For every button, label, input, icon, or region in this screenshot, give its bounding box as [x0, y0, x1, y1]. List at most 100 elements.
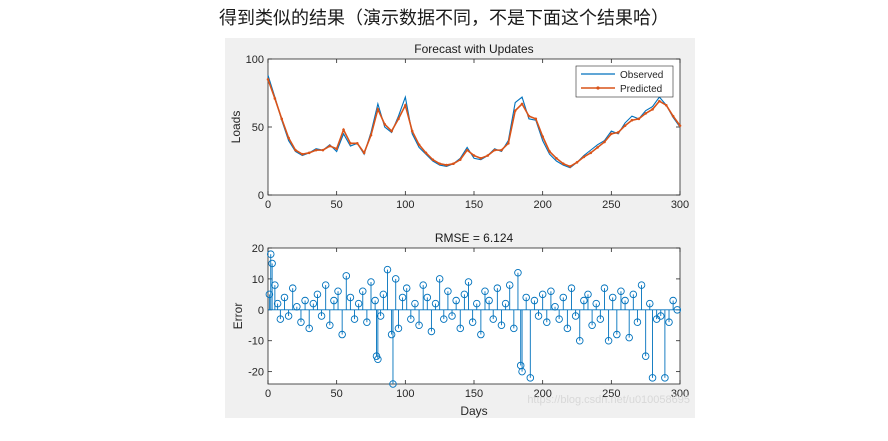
x-tick-label: 200 [533, 388, 551, 400]
predicted-point [424, 151, 428, 155]
forecast-ylabel: Loads [229, 111, 243, 144]
error-point [464, 278, 473, 286]
error-point [305, 324, 313, 333]
error-point [522, 293, 530, 302]
predicted-point [383, 122, 387, 126]
error-point [376, 312, 385, 320]
x-tick-label: 200 [533, 199, 551, 211]
error-point [374, 355, 382, 364]
error-point [477, 330, 485, 339]
x-tick-label: 0 [265, 388, 271, 400]
predicted-point [273, 97, 277, 100]
error-point [547, 287, 555, 296]
error-point [559, 293, 568, 302]
predicted-point [314, 148, 318, 152]
y-tick-label: -10 [248, 336, 264, 348]
error-point [419, 281, 427, 289]
x-tick-label: 50 [331, 388, 343, 400]
error-point [563, 324, 572, 333]
predicted-point [404, 103, 407, 107]
error-ticks: 0 50 100 150 200 250 300 -20 -10 0 10 20 [248, 243, 689, 400]
error-point [271, 281, 279, 289]
predicted-point [417, 143, 421, 146]
predicted-point [561, 162, 565, 166]
error-point [665, 318, 673, 326]
error-point [379, 290, 388, 299]
predicted-point [520, 102, 524, 106]
error-point [543, 318, 551, 326]
error-point [468, 318, 477, 326]
error-point [555, 315, 563, 323]
predicted-point [658, 99, 661, 103]
predicted-point [328, 144, 332, 148]
predicted-point [369, 133, 373, 137]
predicted-point [287, 136, 290, 140]
error-point [637, 281, 646, 289]
error-point [571, 312, 580, 320]
error-point [510, 324, 518, 333]
error-point [394, 324, 403, 333]
predicted-point [541, 135, 544, 138]
x-tick-label: 0 [265, 199, 271, 211]
predicted-point [575, 161, 579, 164]
error-point [452, 296, 460, 305]
predicted-point [342, 128, 345, 132]
x-tick-label: 150 [465, 199, 483, 211]
x-tick-label: 150 [465, 388, 483, 400]
predicted-point [390, 129, 393, 133]
predicted-point [610, 132, 613, 136]
error-point [575, 336, 584, 345]
error-point [354, 299, 363, 308]
error-point [268, 259, 276, 268]
forecast-ticks: 0 50 100 150 200 250 300 0 50 100 [246, 54, 690, 211]
error-point [617, 287, 625, 296]
predicted-point [458, 158, 462, 161]
predicted-point [301, 152, 304, 156]
error-point [648, 374, 657, 382]
error-point [497, 321, 506, 330]
predicted-point [321, 148, 325, 152]
error-point [534, 312, 543, 320]
error-point [309, 299, 318, 308]
legend-observed-label: Observed [620, 70, 663, 81]
error-point [398, 293, 407, 302]
error-point [387, 330, 396, 339]
error-point [621, 296, 629, 305]
predicted-point [671, 114, 675, 118]
error-point [518, 367, 526, 376]
error-point [646, 299, 654, 308]
error-point [669, 296, 677, 305]
y-tick-label: 20 [252, 243, 264, 255]
predicted-point [410, 129, 414, 133]
error-point [493, 284, 502, 292]
predicted-point [623, 124, 627, 127]
predicted-point [472, 154, 476, 157]
error-point [338, 330, 346, 339]
error-point [435, 275, 444, 283]
predicted-point [555, 156, 558, 160]
error-point [604, 336, 613, 345]
error-point [657, 312, 665, 320]
legend-predicted-label: Predicted [620, 84, 662, 95]
predicted-point [486, 154, 490, 157]
predicted-point [678, 124, 682, 127]
predicted-point [651, 108, 654, 111]
predicted-point [349, 142, 352, 145]
error-point [448, 312, 456, 320]
error-point [472, 299, 481, 308]
error-axes: RMSE = 6.124 Error Days 0 50 100 150 200 250 3… [231, 231, 689, 418]
error-point [625, 333, 633, 342]
predicted-point [568, 165, 572, 168]
predicted-point [527, 114, 531, 118]
forecast-axes: Forecast with Updates Loads 0 50 100 150 200… [229, 42, 689, 211]
error-point [444, 287, 452, 296]
error-point [407, 315, 415, 323]
y-tick-label: 0 [258, 305, 264, 317]
predicted-point [280, 117, 284, 121]
error-point [423, 293, 432, 302]
predicted-point [355, 142, 359, 145]
predicted-point [513, 109, 517, 112]
predicted-point [335, 147, 338, 151]
error-point [501, 299, 510, 308]
predicted-point [616, 131, 620, 134]
